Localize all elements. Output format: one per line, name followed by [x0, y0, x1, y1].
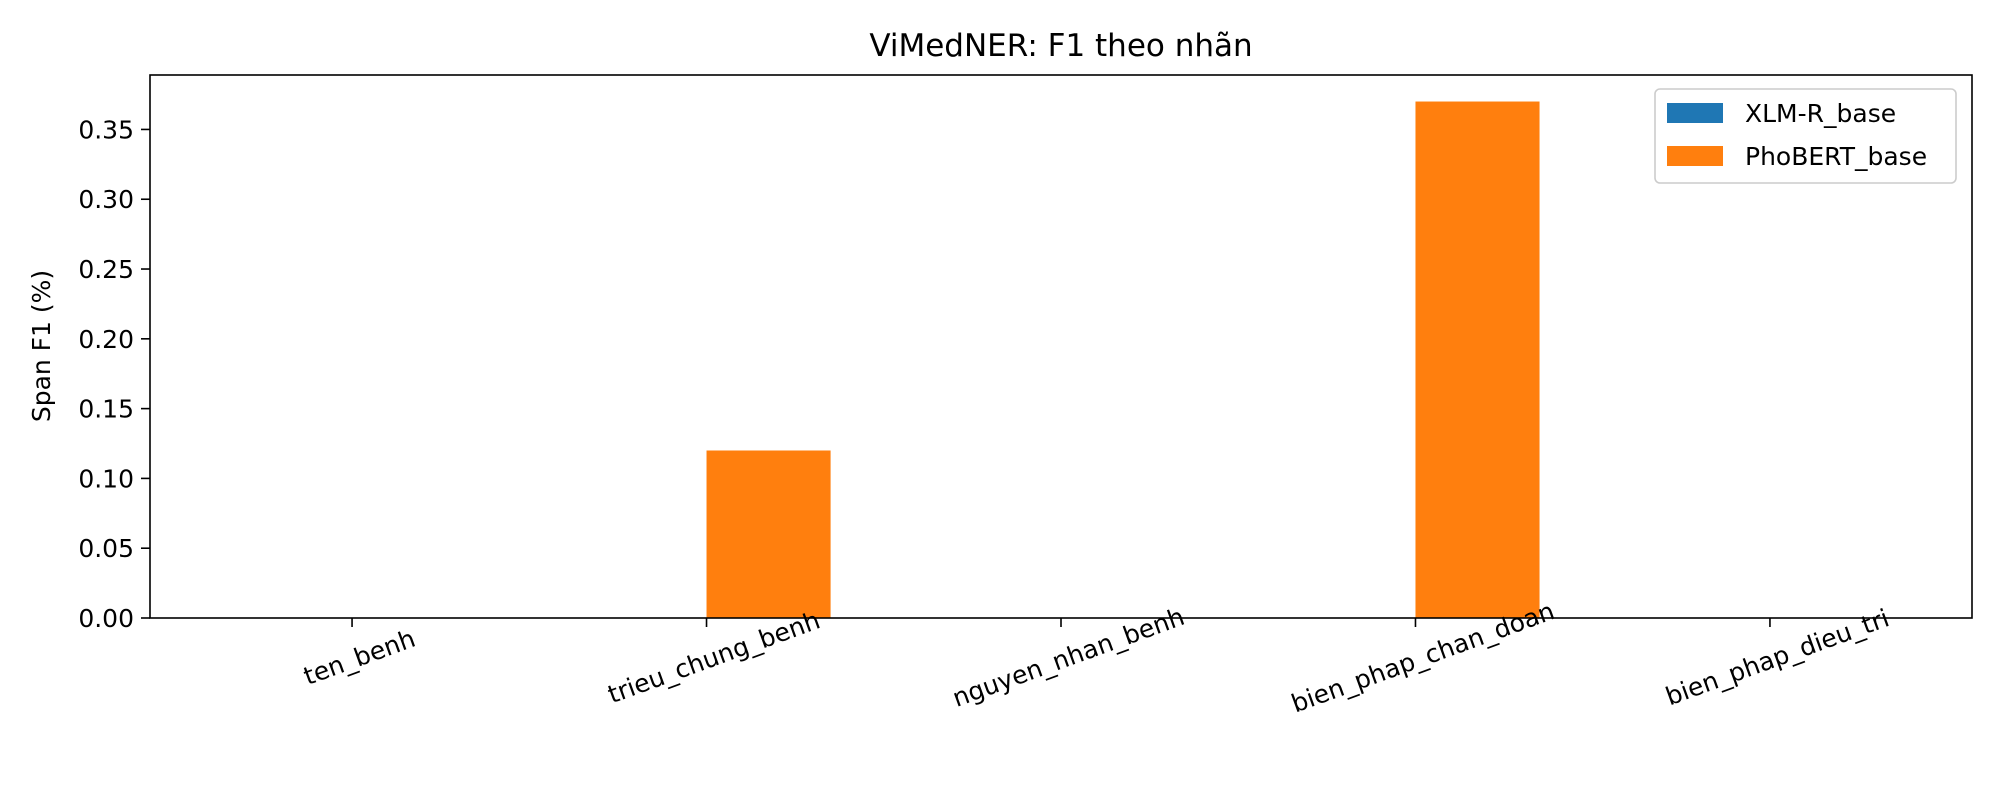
- y-tick-label: 0.05: [78, 534, 134, 563]
- y-tick-label: 0.30: [78, 185, 134, 214]
- legend-label: PhoBERT_base: [1745, 142, 1927, 171]
- x-tick-label: ten_benh: [300, 624, 419, 691]
- chart-title: ViMedNER: F1 theo nhãn: [869, 28, 1252, 64]
- y-axis-label: Span F1 (%): [27, 270, 56, 422]
- y-tick-label: 0.00: [78, 604, 134, 633]
- plot-area-frame: [149, 74, 1973, 619]
- legend-frame: [1654, 88, 1957, 184]
- y-tick-label: 0.35: [78, 115, 134, 144]
- x-tick-label: bien_phap_dieu_tri: [1662, 603, 1893, 711]
- legend-swatch: [1667, 103, 1723, 123]
- legend-swatch: [1667, 146, 1723, 166]
- bar-phobert-base-bien-phap-chan-doan: [1415, 101, 1540, 618]
- bar-phobert-base-trieu-chung-benh: [706, 450, 831, 618]
- y-tick-label: 0.15: [78, 395, 134, 424]
- bars-layer: [706, 101, 1540, 618]
- y-axis-ticks: 0.00 0.05 0.10 0.15 0.20 0.25 0.30 0.35: [78, 115, 150, 633]
- y-tick-label: 0.25: [78, 255, 134, 284]
- legend: XLM-R_base PhoBERT_base: [1654, 88, 1957, 184]
- y-tick-label: 0.20: [78, 325, 134, 354]
- legend-label: XLM-R_base: [1745, 99, 1896, 128]
- x-tick-label: trieu_chung_benh: [604, 605, 824, 709]
- x-axis-ticks: ten_benh trieu_chung_benh nguyen_nhan_benh…: [300, 596, 1893, 718]
- y-tick-label: 0.10: [78, 464, 134, 493]
